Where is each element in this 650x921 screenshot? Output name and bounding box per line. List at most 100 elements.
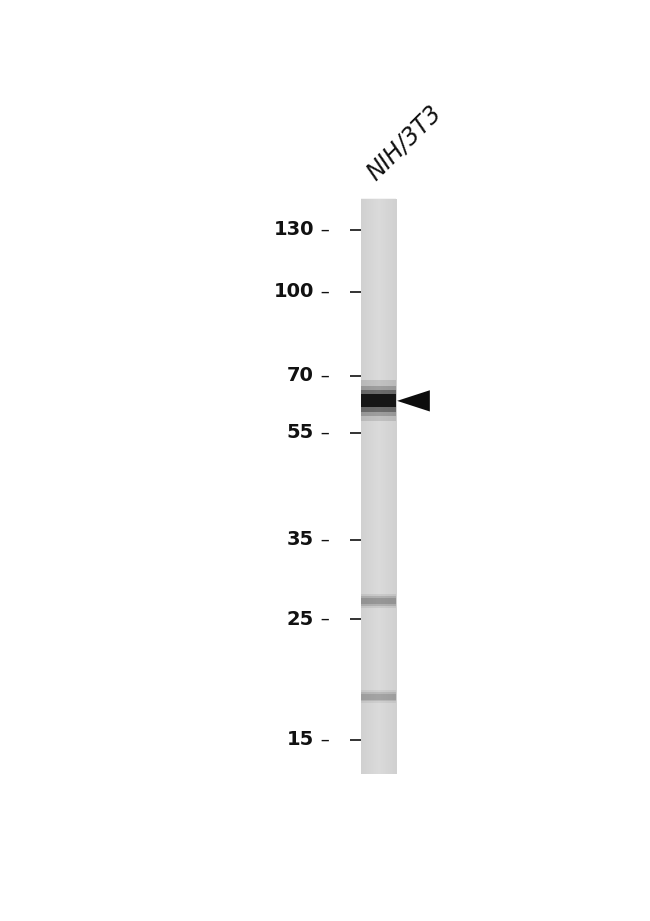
Bar [361,493,396,501]
Bar [361,636,396,645]
Bar [361,292,396,299]
Bar [361,407,396,414]
Bar [372,199,374,774]
Bar [384,199,385,774]
Text: 15: 15 [287,730,314,750]
Bar [361,234,396,242]
Bar [380,199,381,774]
Bar [361,600,396,609]
Bar [361,622,396,630]
Bar [367,199,369,774]
Bar [361,213,396,221]
Bar [392,199,393,774]
Bar [361,464,396,472]
Bar [367,199,368,774]
Bar [361,443,396,450]
Bar [387,199,389,774]
Bar [372,199,373,774]
Bar [361,708,396,717]
Bar [361,299,396,307]
Bar [369,199,370,774]
Bar [381,199,382,774]
Bar [361,386,396,415]
Bar [361,385,396,393]
Text: –: – [315,530,330,549]
Bar [365,199,366,774]
Bar [374,199,375,774]
Bar [382,199,383,774]
Bar [361,692,396,702]
Bar [361,400,396,407]
Bar [395,199,396,774]
Bar [361,205,396,214]
Bar [361,285,396,293]
Bar [387,199,388,774]
Bar [378,199,380,774]
Bar [371,199,372,774]
Text: 100: 100 [274,282,314,301]
Bar [361,321,396,329]
Bar [361,306,396,314]
Bar [372,199,373,774]
Bar [361,598,396,604]
Bar [395,199,396,774]
Text: –: – [315,730,330,749]
Bar [361,597,396,606]
Bar [361,672,396,681]
Bar [361,277,396,286]
Bar [361,241,396,250]
Bar [391,199,392,774]
Bar [361,485,396,494]
Bar [375,199,376,774]
Text: NIH/3T3: NIH/3T3 [363,101,447,185]
Bar [389,199,390,774]
Text: –: – [315,610,330,628]
Bar [361,752,396,759]
Bar [361,380,396,422]
Bar [361,729,396,738]
Bar [391,199,392,774]
Bar [381,199,382,774]
Bar [361,529,396,537]
Bar [361,680,396,687]
Bar [361,227,396,235]
Bar [385,199,386,774]
Bar [361,694,396,702]
Bar [361,536,396,543]
Bar [374,199,376,774]
Bar [361,364,396,371]
Text: 25: 25 [287,610,314,629]
Bar [361,349,396,357]
Bar [361,198,396,206]
Bar [361,199,362,774]
Bar [361,270,396,278]
Text: –: – [315,283,330,301]
Text: –: – [315,221,330,239]
Bar [361,507,396,515]
Bar [393,199,394,774]
Bar [361,665,396,673]
Bar [388,199,389,774]
Bar [361,335,396,343]
Bar [361,414,396,422]
Bar [361,716,396,723]
Text: 35: 35 [287,530,314,549]
Bar [361,392,396,401]
Bar [385,199,387,774]
Bar [361,515,396,522]
Bar [361,220,396,227]
Bar [361,449,396,458]
Bar [361,543,396,551]
Bar [368,199,369,774]
Bar [361,328,396,335]
Bar [389,199,391,774]
Bar [361,557,396,565]
Bar [361,199,363,774]
Bar [361,479,396,486]
Bar [370,199,371,774]
Bar [376,199,377,774]
Bar [371,199,372,774]
Bar [378,199,379,774]
Bar [369,199,370,774]
Bar [376,199,377,774]
